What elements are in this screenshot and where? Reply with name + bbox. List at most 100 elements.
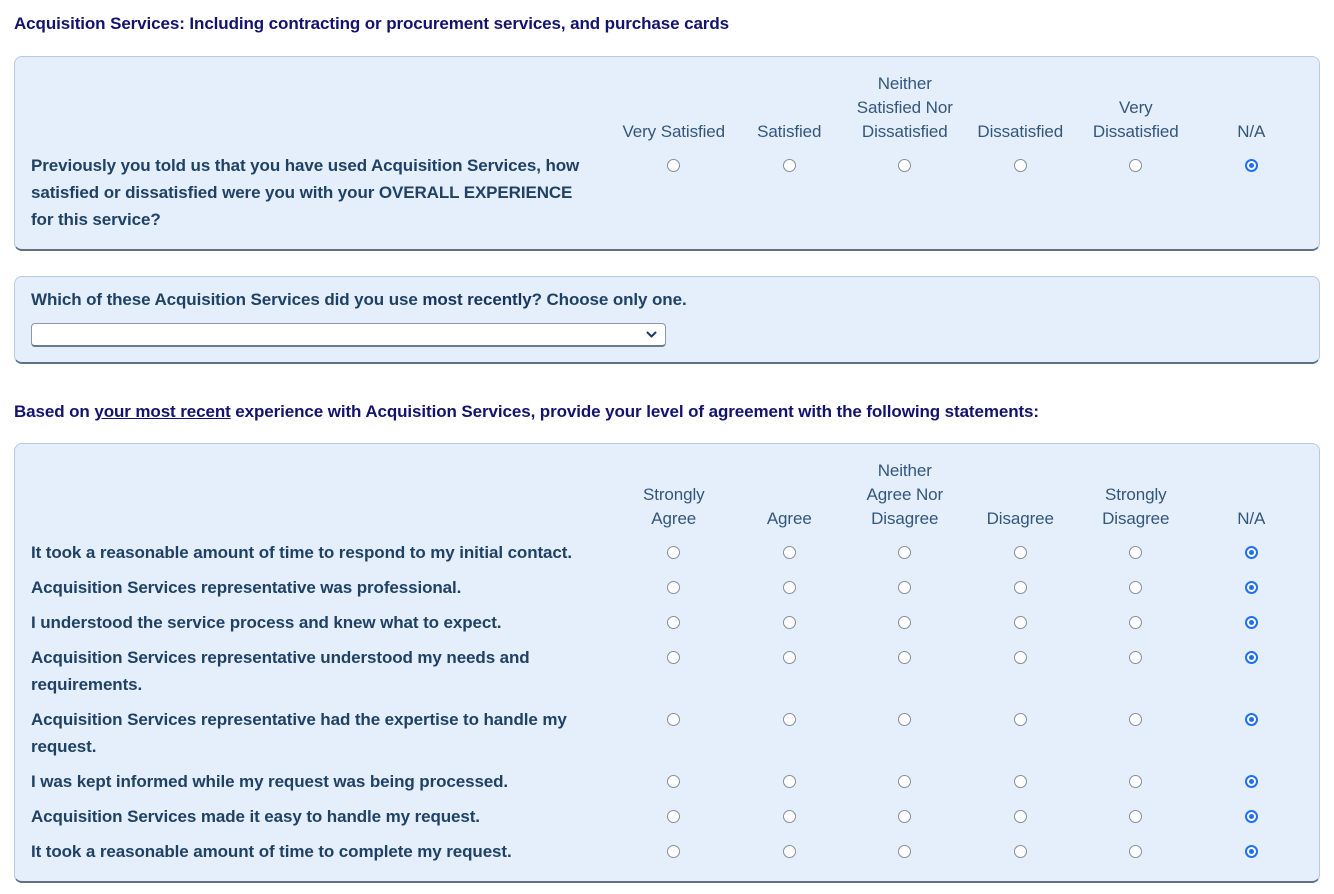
- agreement-radio-row8-disagree[interactable]: [1013, 845, 1027, 858]
- agreement-radio-row2-neither-agree-nor-disagree[interactable]: [898, 581, 912, 594]
- satisfaction-matrix: Very Satisfied Satisfied Neither Satisfied…: [15, 57, 1319, 249]
- agreement-radio-row3-agree[interactable]: [782, 616, 796, 629]
- agreement-radio-row4-strongly-disagree[interactable]: [1129, 651, 1143, 664]
- agreement-header-row: Strongly Agree Agree Neither Agree Nor Dis…: [31, 444, 1310, 535]
- agreement-option-cell: [732, 768, 848, 795]
- satisfaction-column-header: Neither Satisfied Nor Dissatisfied: [847, 65, 963, 144]
- satisfaction-column-label: Neither Satisfied Nor Dissatisfied: [856, 74, 953, 141]
- agreement-radio-row5-disagree[interactable]: [1013, 713, 1027, 726]
- agreement-radio-row1-disagree[interactable]: [1013, 546, 1027, 559]
- agreement-option-cell: [1078, 574, 1194, 601]
- agreement-option-cell: [847, 706, 963, 760]
- agreement-radio-row7-agree[interactable]: [782, 810, 796, 823]
- agreement-option-cell: [732, 644, 848, 698]
- agreement-radio-row1-agree[interactable]: [782, 546, 796, 559]
- agreement-radio-row4-neither-agree-nor-disagree[interactable]: [898, 651, 912, 664]
- agreement-radio-row8-strongly-disagree[interactable]: [1129, 845, 1143, 858]
- agreement-radio-row2-agree[interactable]: [782, 581, 796, 594]
- agreement-option-cell: [1194, 706, 1310, 760]
- agreement-radio-row6-n-a[interactable]: [1244, 775, 1258, 788]
- agreement-option-cell: [732, 539, 848, 566]
- agreement-radio-row8-strongly-agree[interactable]: [667, 845, 681, 858]
- satisfaction-radio-row1-satisfied[interactable]: [782, 159, 796, 172]
- agreement-option-cell: [1194, 803, 1310, 830]
- agreement-statement: Acquisition Services representative was …: [31, 578, 462, 597]
- agreement-option-cell: [732, 706, 848, 760]
- agreement-radio-row6-strongly-disagree[interactable]: [1129, 775, 1143, 788]
- agreement-statement: Acquisition Services made it easy to han…: [31, 807, 480, 826]
- satisfaction-radio-row1-very-dissatisfied[interactable]: [1129, 159, 1143, 172]
- agreement-radio-row3-strongly-agree[interactable]: [667, 616, 681, 629]
- agreement-radio-row3-strongly-disagree[interactable]: [1129, 616, 1143, 629]
- agreement-radio-row5-strongly-agree[interactable]: [667, 713, 681, 726]
- agreement-radio-row4-n-a[interactable]: [1244, 651, 1258, 664]
- agreement-column-header: N/A: [1194, 500, 1310, 531]
- agreement-row: I was kept informed while my request was…: [31, 764, 1310, 799]
- agreement-radio-row1-strongly-agree[interactable]: [667, 546, 681, 559]
- agreement-option-cell: [1078, 706, 1194, 760]
- agreement-radio-row6-agree[interactable]: [782, 775, 796, 788]
- agreement-row: Acquisition Services representative unde…: [31, 640, 1310, 702]
- agreement-column-label: Strongly Agree: [642, 485, 705, 528]
- satisfaction-option-cell: [732, 152, 848, 233]
- heading-prefix: Based on: [14, 402, 95, 421]
- agreement-statement: I understood the service process and kne…: [31, 613, 502, 632]
- agreement-radio-row5-n-a[interactable]: [1244, 713, 1258, 726]
- recent-service-card: Which of these Acquisition Services did …: [14, 276, 1320, 364]
- agreement-radio-row1-n-a[interactable]: [1244, 546, 1258, 559]
- agreement-radio-row4-disagree[interactable]: [1013, 651, 1027, 664]
- service-select[interactable]: [31, 323, 666, 347]
- satisfaction-statement: Previously you told us that you have use…: [31, 156, 580, 229]
- agreement-radio-row7-disagree[interactable]: [1013, 810, 1027, 823]
- agreement-option-cell: [616, 768, 732, 795]
- satisfaction-radio-row1-n-a[interactable]: [1244, 159, 1258, 172]
- agreement-radio-row2-strongly-disagree[interactable]: [1129, 581, 1143, 594]
- agreement-radio-row6-neither-agree-nor-disagree[interactable]: [898, 775, 912, 788]
- agreement-radio-row3-neither-agree-nor-disagree[interactable]: [898, 616, 912, 629]
- agreement-option-cell: [963, 574, 1079, 601]
- agreement-matrix-card: Strongly Agree Agree Neither Agree Nor Dis…: [14, 443, 1320, 883]
- agreement-radio-row1-neither-agree-nor-disagree[interactable]: [898, 546, 912, 559]
- agreement-radio-row8-agree[interactable]: [782, 845, 796, 858]
- agreement-radio-row7-strongly-disagree[interactable]: [1129, 810, 1143, 823]
- agreement-radio-row5-neither-agree-nor-disagree[interactable]: [898, 713, 912, 726]
- agreement-option-cell: [847, 574, 963, 601]
- agreement-option-cell: [963, 768, 1079, 795]
- chevron-down-icon: [645, 328, 658, 341]
- agreement-radio-row8-n-a[interactable]: [1244, 845, 1258, 858]
- agreement-heading: Based on your most recent experience wit…: [14, 400, 1320, 423]
- agreement-option-cell: [732, 838, 848, 865]
- agreement-option-cell: [847, 644, 963, 698]
- satisfaction-column-header: Very Satisfied: [616, 113, 732, 144]
- satisfaction-radio-row1-very-satisfied[interactable]: [667, 159, 681, 172]
- satisfaction-matrix-card: Very Satisfied Satisfied Neither Satisfied…: [14, 56, 1320, 251]
- agreement-radio-row6-disagree[interactable]: [1013, 775, 1027, 788]
- satisfaction-radio-row1-neither-satisfied-nor-dissatisfied[interactable]: [898, 159, 912, 172]
- agreement-radio-row7-strongly-agree[interactable]: [667, 810, 681, 823]
- agreement-radio-row7-neither-agree-nor-disagree[interactable]: [898, 810, 912, 823]
- agreement-radio-row5-agree[interactable]: [782, 713, 796, 726]
- agreement-radio-row8-neither-agree-nor-disagree[interactable]: [898, 845, 912, 858]
- agreement-radio-row4-strongly-agree[interactable]: [667, 651, 681, 664]
- agreement-option-cell: [847, 803, 963, 830]
- agreement-radio-row2-n-a[interactable]: [1244, 581, 1258, 594]
- agreement-radio-row3-n-a[interactable]: [1244, 616, 1258, 629]
- agreement-radio-row3-disagree[interactable]: [1013, 616, 1027, 629]
- agreement-option-cell: [847, 838, 963, 865]
- agreement-option-cell: [963, 539, 1079, 566]
- agreement-radio-row6-strongly-agree[interactable]: [667, 775, 681, 788]
- agreement-radio-row4-agree[interactable]: [782, 651, 796, 664]
- agreement-radio-row7-n-a[interactable]: [1244, 810, 1258, 823]
- agreement-row: It took a reasonable amount of time to r…: [31, 535, 1310, 570]
- agreement-column-label: Disagree: [986, 509, 1054, 528]
- agreement-radio-row5-strongly-disagree[interactable]: [1129, 713, 1143, 726]
- agreement-column-label: Agree: [766, 509, 812, 528]
- page-title-text: Acquisition Services: Including contract…: [14, 14, 729, 33]
- satisfaction-option-cell: [963, 152, 1079, 233]
- satisfaction-radio-row1-dissatisfied[interactable]: [1013, 159, 1027, 172]
- agreement-radio-row2-disagree[interactable]: [1013, 581, 1027, 594]
- agreement-radio-row2-strongly-agree[interactable]: [667, 581, 681, 594]
- agreement-option-cell: [847, 768, 963, 795]
- agreement-radio-row1-strongly-disagree[interactable]: [1129, 546, 1143, 559]
